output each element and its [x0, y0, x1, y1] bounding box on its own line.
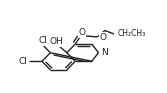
Text: N: N: [101, 48, 108, 57]
Text: Cl: Cl: [38, 36, 47, 45]
Text: Cl: Cl: [19, 57, 27, 66]
Text: CH₂CH₃: CH₂CH₃: [118, 29, 146, 38]
Text: O: O: [79, 28, 86, 37]
Text: OH: OH: [50, 37, 63, 46]
Text: O: O: [100, 33, 107, 42]
